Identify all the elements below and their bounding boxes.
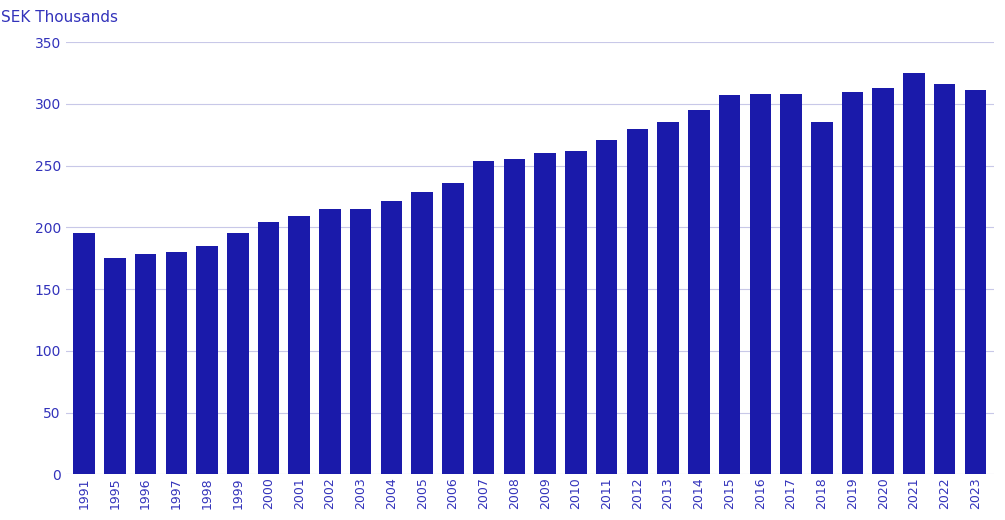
Bar xyxy=(350,209,372,474)
Bar xyxy=(166,252,187,474)
Bar xyxy=(504,160,526,474)
Bar xyxy=(688,110,710,474)
Bar xyxy=(257,223,279,474)
Bar xyxy=(135,254,157,474)
Bar xyxy=(411,191,433,474)
Bar xyxy=(105,258,126,474)
Bar xyxy=(535,153,556,474)
Bar xyxy=(196,246,218,474)
Bar xyxy=(73,233,94,474)
Bar xyxy=(780,94,802,474)
Bar xyxy=(565,151,587,474)
Bar xyxy=(381,201,402,474)
Text: SEK Thousands: SEK Thousands xyxy=(1,10,118,25)
Bar xyxy=(442,183,463,474)
Bar xyxy=(596,140,617,474)
Bar xyxy=(288,216,310,474)
Bar xyxy=(626,128,648,474)
Bar xyxy=(965,90,986,474)
Bar xyxy=(320,209,341,474)
Bar xyxy=(842,92,863,474)
Bar xyxy=(719,95,741,474)
Bar xyxy=(934,84,956,474)
Bar xyxy=(227,233,248,474)
Bar xyxy=(811,122,832,474)
Bar xyxy=(872,88,894,474)
Bar xyxy=(903,73,925,474)
Bar xyxy=(657,122,678,474)
Bar xyxy=(750,94,771,474)
Bar xyxy=(473,161,494,474)
